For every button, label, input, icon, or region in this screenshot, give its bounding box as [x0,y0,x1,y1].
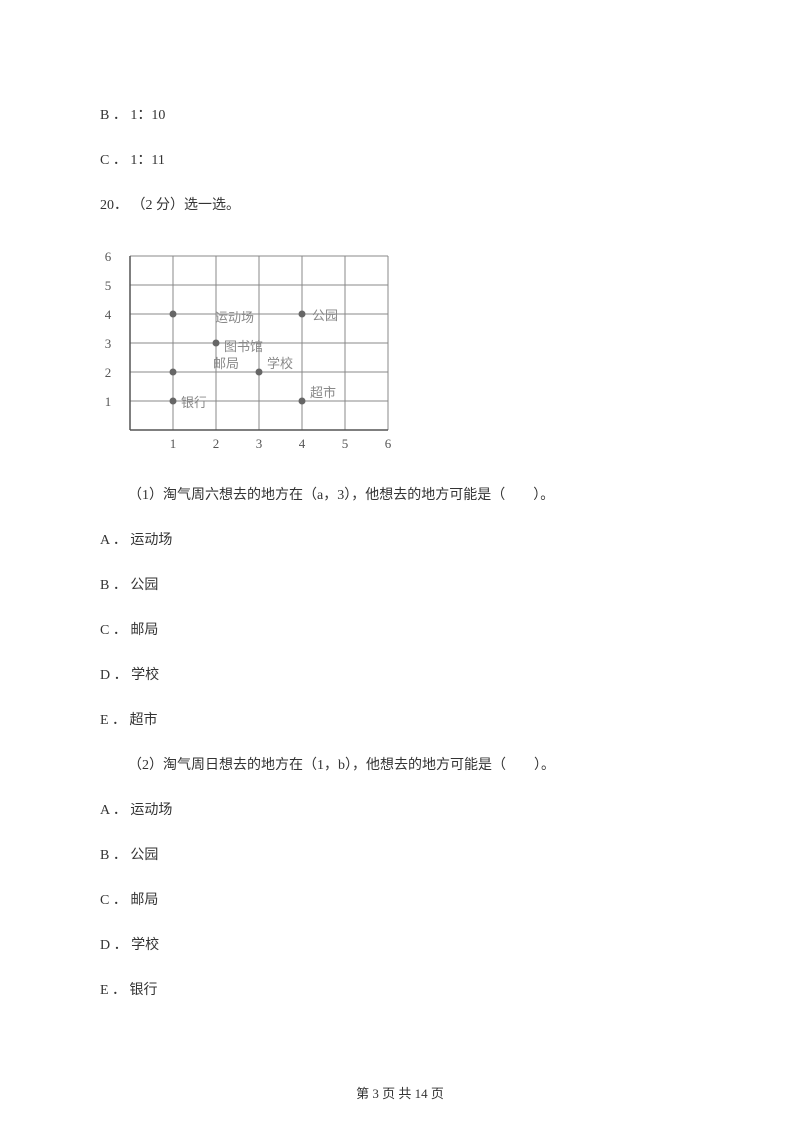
svg-text:5: 5 [105,278,112,293]
svg-text:邮局: 邮局 [213,356,239,371]
page-footer: 第 3 页 共 14 页 [0,1083,800,1102]
svg-text:1: 1 [105,394,112,409]
q20-sub2-option-b: B ． 公园 [100,845,700,866]
svg-text:公园: 公园 [312,308,338,323]
prev-option-c: C ． 1：11 [100,150,700,171]
question-20-header: 20． （2 分）选一选。 [100,195,700,216]
svg-text:4: 4 [299,436,306,451]
svg-text:银行: 银行 [181,395,207,410]
svg-text:6: 6 [385,436,392,451]
q20-sub1-prompt: （1）淘气周六想去的地方在（a，3），他想去的地方可能是（ ）。 [100,485,700,506]
q20-sub2-option-a: A ． 运动场 [100,800,700,821]
svg-text:学校: 学校 [267,356,293,371]
svg-text:超市: 超市 [310,385,336,400]
q20-sub2-option-c: C ． 邮局 [100,890,700,911]
svg-text:4: 4 [105,307,112,322]
q20-sub2-option-e: E ． 银行 [100,980,700,1001]
q20-sub2-prompt: （2）淘气周日想去的地方在（1，b），他想去的地方可能是（ ）。 [100,755,700,776]
q20-sub1-option-e: E ． 超市 [100,710,700,731]
q20-sub1-option-b: B ． 公园 [100,575,700,596]
svg-text:3: 3 [256,436,263,451]
coordinate-grid-chart: 1 2 3 4 5 6 1 2 3 4 5 6 运动场 公园图书馆邮局 学校银行 超市 [90,240,700,455]
svg-text:2: 2 [213,436,220,451]
svg-text:3: 3 [105,336,112,351]
svg-text:6: 6 [105,249,112,264]
prev-option-b: B ． 1：10 [100,105,700,126]
svg-text:1: 1 [170,436,177,451]
grid-svg: 1 2 3 4 5 6 1 2 3 4 5 6 运动场 公园图书馆邮局 学校银行 超市 [90,240,400,455]
q20-sub1-option-d: D ． 学校 [100,665,700,686]
svg-text:2: 2 [105,365,112,380]
q20-sub1-option-c: C ． 邮局 [100,620,700,641]
svg-text:5: 5 [342,436,349,451]
q20-sub2-option-d: D ． 学校 [100,935,700,956]
svg-text:运动场: 运动场 [215,310,254,325]
svg-text:图书馆: 图书馆 [224,339,263,354]
q20-sub1-option-a: A ． 运动场 [100,530,700,551]
